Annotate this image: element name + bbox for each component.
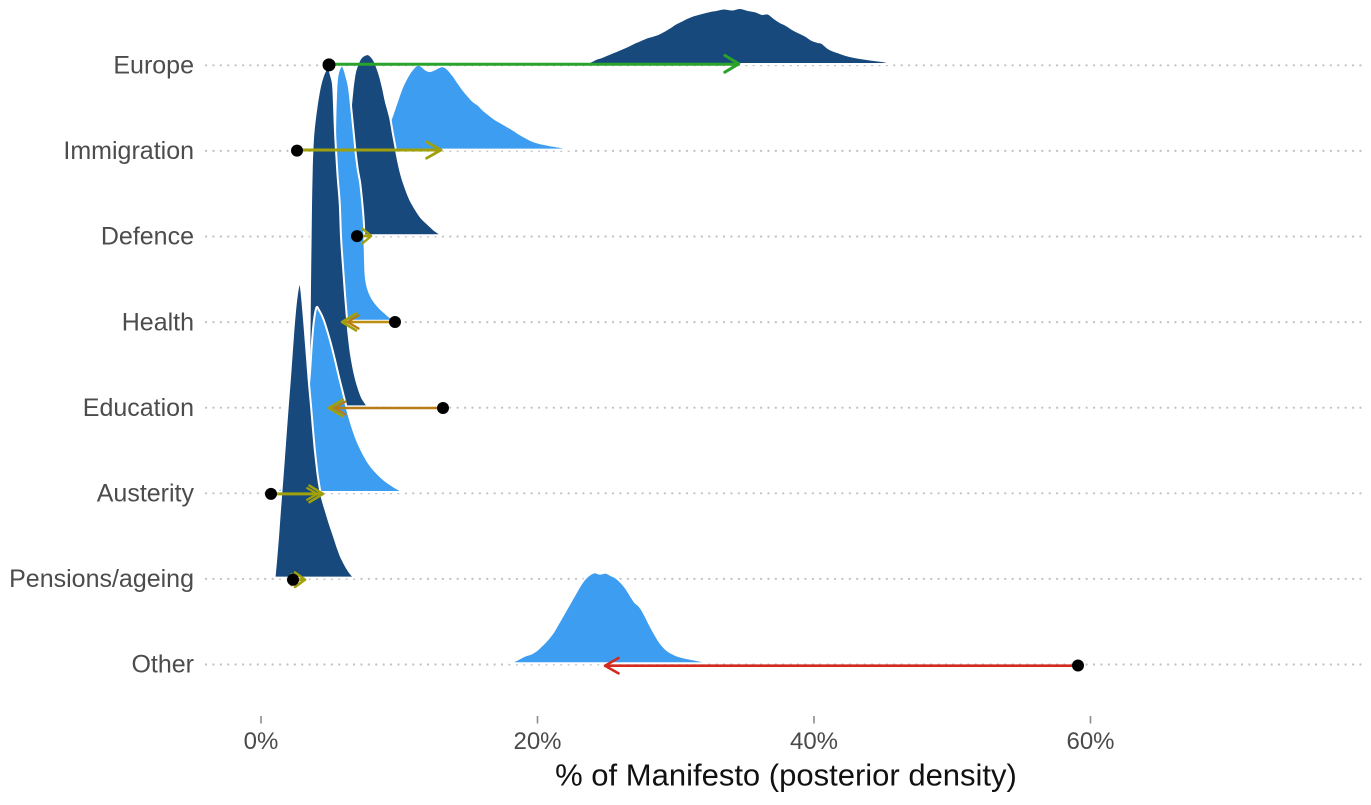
svg-text:Pensions/ageing: Pensions/ageing xyxy=(9,565,194,593)
svg-text:Other: Other xyxy=(131,651,194,679)
svg-text:40%: 40% xyxy=(790,728,838,755)
svg-text:% of Manifesto (posterior dens: % of Manifesto (posterior density) xyxy=(555,758,1017,793)
svg-text:20%: 20% xyxy=(513,728,561,755)
svg-text:60%: 60% xyxy=(1066,728,1114,755)
svg-text:0%: 0% xyxy=(244,728,279,755)
svg-text:Defence: Defence xyxy=(101,223,194,251)
svg-text:Education: Education xyxy=(83,394,194,422)
svg-text:Immigration: Immigration xyxy=(63,137,194,165)
svg-text:Health: Health xyxy=(122,308,194,336)
svg-text:Austerity: Austerity xyxy=(97,480,195,508)
svg-text:Europe: Europe xyxy=(113,52,194,80)
